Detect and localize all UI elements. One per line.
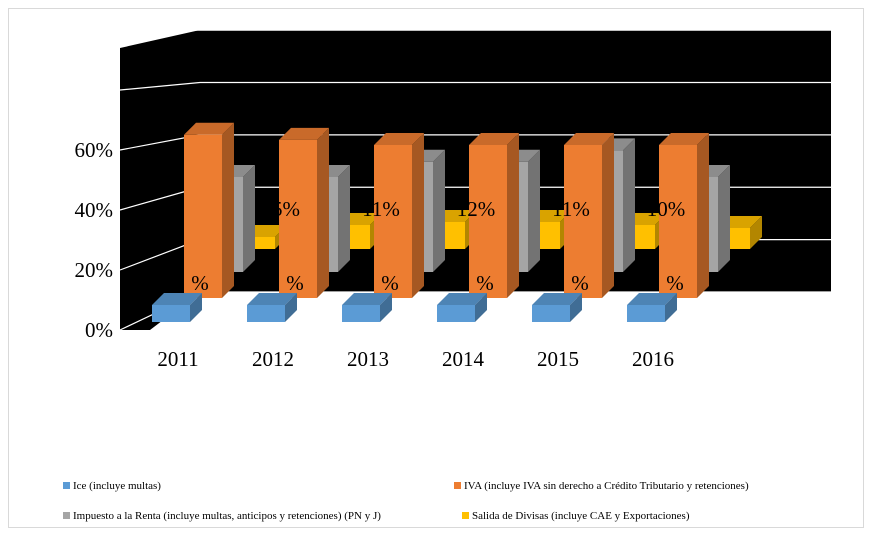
bar-ice-side [665, 293, 677, 322]
bar-iva-top [374, 133, 424, 145]
legend-swatch-ice [63, 482, 70, 489]
bar-ice-top [342, 293, 392, 305]
data-label-ice: % [381, 271, 399, 295]
data-label-renta: 9% [747, 197, 775, 221]
y-tick-label: 0% [85, 318, 113, 342]
bar-ice-side [570, 293, 582, 322]
x-tick-label: 2015 [537, 347, 579, 371]
legend-swatch-iva [454, 482, 461, 489]
legend-divisas: Salida de Divisas (incluye CAE y Exporta… [462, 510, 690, 522]
bar-ice-top [532, 293, 582, 305]
bar-renta-side [528, 149, 540, 272]
x-tick-label: 2016 [632, 347, 674, 371]
data-label-renta: 10% [647, 197, 686, 221]
bar-iva [469, 145, 507, 298]
bar-renta-side [623, 138, 635, 272]
bar-iva-top [564, 133, 614, 145]
bar-ice [532, 305, 570, 322]
legend-swatch-renta [63, 512, 70, 519]
data-label-renta: 5% [272, 197, 300, 221]
legend-label-ice: Ice (incluye multas) [73, 480, 161, 492]
bar-ice-top [437, 293, 487, 305]
data-label-iva: 32 [236, 141, 257, 165]
bar-iva-side [317, 127, 329, 299]
data-label-renta: 11% [552, 197, 590, 221]
data-label-renta: 11% [362, 197, 400, 221]
bar-ice-side [190, 293, 202, 322]
data-label-renta: 12% [457, 197, 496, 221]
bar-ice [437, 305, 475, 322]
bar-renta-side [338, 165, 350, 272]
legend-renta: Impuesto a la Renta (incluye multas, ant… [63, 510, 381, 522]
bar-ice-top [627, 293, 677, 305]
y-tick-label: 60% [75, 138, 114, 162]
bar-iva [564, 145, 602, 298]
bar-iva-side [507, 133, 519, 298]
bar-renta-side [433, 149, 445, 272]
bar-iva-top [469, 133, 519, 145]
bar-iva [659, 145, 697, 298]
bar-iva-side [412, 133, 424, 298]
bar-iva-top [279, 127, 329, 140]
bar-renta-side [718, 165, 730, 272]
data-label-iva: 31 [331, 141, 352, 165]
legend-label-divisas: Salida de Divisas (incluye CAE y Exporta… [472, 510, 690, 522]
bar-ice-side [475, 293, 487, 322]
legend-label-renta: Impuesto a la Renta (incluye multas, ant… [73, 510, 381, 522]
bar-ice-top [247, 293, 297, 305]
x-tick-label: 2012 [252, 347, 294, 371]
bar-iva [374, 145, 412, 298]
bar-ice [342, 305, 380, 322]
legend-label-iva: IVA (incluye IVA sin derecho a Crédito T… [464, 480, 749, 492]
legend-ice: Ice (incluye multas) [63, 480, 161, 492]
bar-iva [279, 139, 317, 298]
data-label-ice: % [666, 271, 684, 295]
bar-ice [627, 305, 665, 322]
data-label-ice: % [476, 271, 494, 295]
y-tick-label: 40% [75, 198, 114, 222]
bar-ice [247, 305, 285, 322]
legend-iva: IVA (incluye IVA sin derecho a Crédito T… [454, 480, 749, 492]
y-tick-label: 20% [75, 258, 114, 282]
bar-divisas-side [750, 216, 762, 249]
bar-ice-top [152, 293, 202, 305]
data-label-ice: % [571, 271, 589, 295]
legend-swatch-divisas [462, 512, 469, 519]
bar-ice [152, 305, 190, 322]
x-tick-label: 2011 [157, 347, 198, 371]
data-label-ice: % [191, 271, 209, 295]
data-label-ice: % [286, 271, 304, 295]
bar-iva-side [222, 122, 234, 298]
bar-ice-side [380, 293, 392, 322]
bar-ice-side [285, 293, 297, 322]
x-tick-label: 2014 [442, 347, 485, 371]
bar-iva-side [602, 133, 614, 298]
bar-renta-side [243, 165, 255, 272]
bar-iva-top [184, 122, 234, 135]
x-tick-label: 2013 [347, 347, 389, 371]
bar-iva-top [659, 133, 709, 145]
bar-iva-side [697, 133, 709, 298]
gridline-side [119, 81, 201, 91]
bar-iva [184, 134, 222, 298]
